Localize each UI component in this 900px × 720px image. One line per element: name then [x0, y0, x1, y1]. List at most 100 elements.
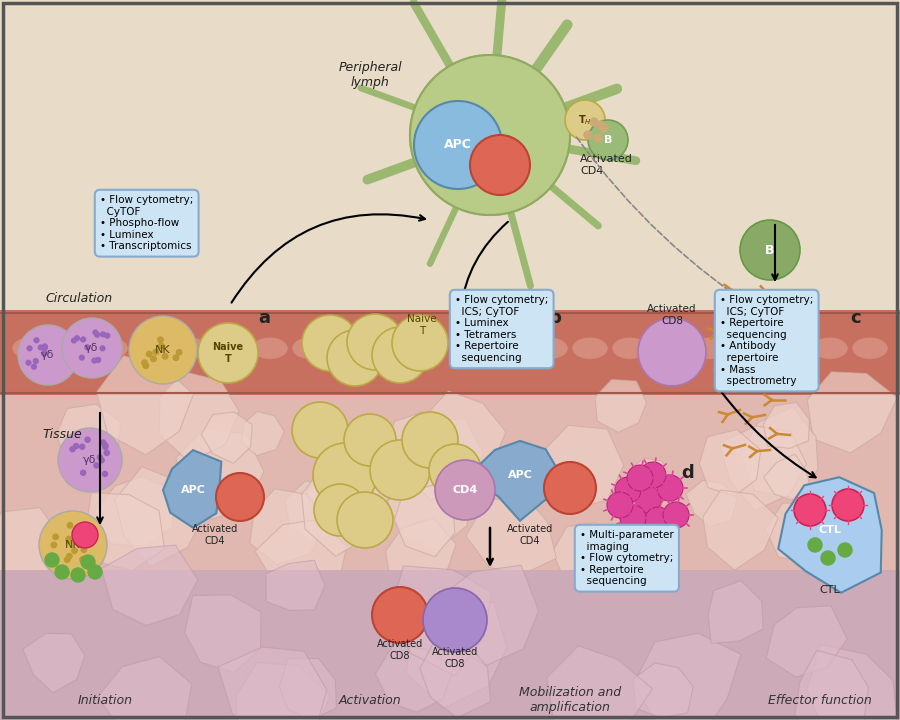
- Circle shape: [72, 522, 98, 548]
- Text: • Flow cytometry;
  ICS; CyTOF
• Luminex
• Tetramers
• Repertoire
  sequencing: • Flow cytometry; ICS; CyTOF • Luminex •…: [455, 295, 548, 363]
- Text: NK: NK: [65, 540, 81, 550]
- Circle shape: [74, 530, 79, 535]
- Circle shape: [153, 349, 158, 355]
- Polygon shape: [86, 492, 165, 571]
- Polygon shape: [307, 471, 356, 521]
- Circle shape: [588, 120, 628, 160]
- Circle shape: [143, 363, 148, 369]
- Polygon shape: [423, 391, 506, 477]
- Text: APC: APC: [508, 470, 533, 480]
- Text: γδ: γδ: [84, 455, 96, 465]
- Polygon shape: [102, 545, 198, 626]
- Polygon shape: [406, 598, 507, 708]
- Circle shape: [103, 444, 108, 449]
- Circle shape: [65, 557, 70, 562]
- Circle shape: [105, 333, 110, 338]
- Ellipse shape: [452, 337, 488, 359]
- Circle shape: [86, 437, 90, 442]
- Polygon shape: [96, 356, 194, 455]
- Circle shape: [198, 323, 258, 383]
- Text: CD4: CD4: [453, 485, 478, 495]
- Circle shape: [58, 428, 122, 492]
- Circle shape: [79, 444, 85, 449]
- Polygon shape: [595, 379, 646, 433]
- Circle shape: [627, 465, 653, 491]
- Text: B: B: [604, 135, 612, 145]
- Circle shape: [615, 477, 641, 503]
- Circle shape: [392, 315, 448, 371]
- Polygon shape: [236, 662, 330, 720]
- Circle shape: [838, 543, 852, 557]
- Polygon shape: [285, 481, 345, 541]
- Text: Activated
CD8: Activated CD8: [377, 639, 423, 661]
- Polygon shape: [218, 647, 327, 720]
- Ellipse shape: [92, 337, 128, 359]
- Polygon shape: [766, 503, 836, 562]
- Polygon shape: [184, 595, 261, 672]
- Circle shape: [75, 336, 79, 341]
- Polygon shape: [469, 441, 561, 521]
- Polygon shape: [390, 566, 491, 676]
- Text: APC: APC: [181, 485, 205, 495]
- Circle shape: [147, 351, 152, 356]
- Polygon shape: [115, 467, 207, 567]
- Circle shape: [26, 360, 31, 365]
- Circle shape: [657, 475, 683, 501]
- Polygon shape: [279, 659, 337, 720]
- Circle shape: [292, 402, 348, 458]
- Text: APC: APC: [444, 138, 472, 151]
- Circle shape: [79, 355, 85, 360]
- Circle shape: [808, 538, 822, 552]
- Text: B: B: [765, 243, 775, 256]
- Circle shape: [62, 318, 122, 378]
- Circle shape: [216, 473, 264, 521]
- Polygon shape: [634, 663, 693, 718]
- Circle shape: [41, 351, 47, 356]
- Ellipse shape: [172, 337, 208, 359]
- Circle shape: [39, 511, 107, 579]
- Text: NK: NK: [155, 345, 171, 355]
- Polygon shape: [394, 485, 454, 557]
- Circle shape: [34, 338, 39, 343]
- Polygon shape: [778, 477, 882, 593]
- Ellipse shape: [372, 337, 408, 359]
- Ellipse shape: [692, 337, 728, 359]
- Circle shape: [94, 463, 99, 468]
- Circle shape: [402, 412, 458, 468]
- Circle shape: [302, 315, 358, 371]
- Circle shape: [67, 539, 72, 544]
- Text: Naive
T: Naive T: [212, 342, 244, 364]
- Circle shape: [429, 444, 481, 496]
- Polygon shape: [547, 646, 652, 720]
- Ellipse shape: [12, 337, 48, 359]
- Text: • Flow cytometry;
  ICS; CyTOF
• Repertoire
  sequencing
• Antibody
  repertoire: • Flow cytometry; ICS; CyTOF • Repertoir…: [720, 295, 814, 386]
- Circle shape: [607, 492, 633, 518]
- Polygon shape: [302, 464, 388, 557]
- Text: • Flow cytometry;
  CyTOF
• Phospho-flow
• Luminex
• Transcriptomics: • Flow cytometry; CyTOF • Phospho-flow •…: [100, 195, 194, 251]
- Polygon shape: [388, 462, 469, 550]
- Circle shape: [158, 337, 163, 343]
- Polygon shape: [625, 458, 670, 500]
- Ellipse shape: [52, 337, 88, 359]
- Ellipse shape: [252, 337, 288, 359]
- Circle shape: [103, 443, 108, 448]
- Circle shape: [435, 460, 495, 520]
- Circle shape: [544, 462, 596, 514]
- Circle shape: [95, 358, 101, 362]
- Polygon shape: [163, 450, 221, 528]
- Text: Mobilization and
amplification: Mobilization and amplification: [519, 686, 621, 714]
- Circle shape: [590, 118, 598, 126]
- Circle shape: [81, 470, 86, 475]
- Ellipse shape: [492, 337, 528, 359]
- Circle shape: [97, 455, 103, 460]
- Polygon shape: [0, 508, 63, 591]
- Text: CTL: CTL: [819, 525, 842, 535]
- Circle shape: [740, 220, 800, 280]
- Polygon shape: [795, 650, 868, 720]
- Circle shape: [470, 135, 530, 195]
- Circle shape: [33, 359, 38, 364]
- Circle shape: [74, 444, 78, 449]
- Polygon shape: [255, 520, 346, 595]
- Circle shape: [101, 332, 105, 337]
- Circle shape: [32, 364, 36, 369]
